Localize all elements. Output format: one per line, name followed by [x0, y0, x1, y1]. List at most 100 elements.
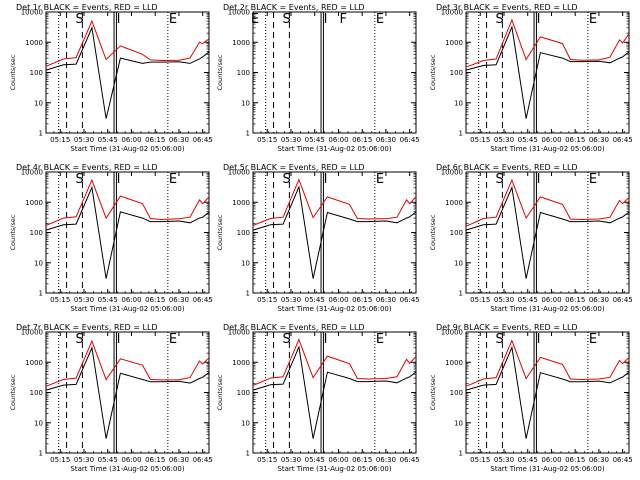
- y-tick-label: 10000: [228, 329, 250, 337]
- y-tick-label: 1000: [25, 39, 43, 47]
- x-tick-label: 05:30: [494, 456, 514, 464]
- y-tick-label: 100: [450, 389, 463, 397]
- y-tick-label: 10000: [21, 9, 43, 17]
- x-tick-label: 06:45: [193, 456, 213, 464]
- interval-flag: S: [495, 172, 503, 187]
- y-tick-label: 10: [454, 259, 463, 267]
- x-axis-label: Start Time (31-Aug-02 05:06:00): [490, 145, 604, 153]
- x-tick-label: 06:15: [352, 296, 372, 304]
- interval-flag: E: [169, 172, 177, 187]
- x-axis-label: Start Time (31-Aug-02 05:06:00): [490, 305, 604, 313]
- detector-panel-9: Det 9r BLACK = Events, RED = LLD Counts/s…: [429, 323, 633, 473]
- interval-flag: E: [376, 172, 384, 187]
- x-tick-label: 05:30: [494, 136, 514, 144]
- y-tick-label: 100: [450, 69, 463, 77]
- y-tick-label: 1000: [232, 359, 250, 367]
- x-tick-label: 05:30: [281, 136, 301, 144]
- y-tick-label: 10: [241, 259, 250, 267]
- interval-flag: S: [282, 172, 290, 187]
- x-tick-label: 06:15: [352, 136, 372, 144]
- y-tick-label: 10000: [21, 169, 43, 177]
- events-series-line: [45, 26, 210, 119]
- y-tick-label: 100: [237, 229, 250, 237]
- x-tick-label: 06:15: [352, 456, 372, 464]
- panel-title: Det 9r BLACK = Events, RED = LLD: [436, 323, 578, 332]
- y-tick-label: 1000: [25, 199, 43, 207]
- x-tick-label: 06:45: [613, 296, 633, 304]
- interval-flag: S: [75, 12, 83, 27]
- y-tick-label: 10: [241, 99, 250, 107]
- events-series-line: [252, 345, 417, 439]
- y-tick-label: 1: [39, 450, 43, 458]
- y-axis-label: Counts/sec: [429, 54, 437, 90]
- y-tick-label: 1000: [445, 199, 463, 207]
- y-axis-label: Counts/sec: [216, 374, 224, 410]
- panel-title: Det 5r BLACK = Events, RED = LLD: [223, 163, 365, 172]
- y-tick-label: 10: [34, 419, 43, 427]
- x-tick-label: 06:00: [541, 136, 561, 144]
- y-tick-label: 10000: [441, 329, 463, 337]
- x-tick-label: 06:15: [565, 296, 585, 304]
- interval-flag: E: [589, 332, 597, 347]
- x-tick-label: 06:30: [589, 296, 609, 304]
- y-tick-label: 10: [241, 419, 250, 427]
- lld-series-line: [252, 178, 417, 226]
- detector-panel-1: Det 1r BLACK = Events, RED = LLD Counts/s…: [9, 3, 213, 153]
- interval-flag: I: [537, 332, 541, 347]
- panel-title: Det 1r BLACK = Events, RED = LLD: [16, 3, 158, 12]
- x-axis-label: Start Time (31-Aug-02 05:06:00): [277, 145, 391, 153]
- y-tick-label: 100: [30, 229, 43, 237]
- panel-title: Det 2r BLACK = Events, RED = LLD: [223, 3, 365, 12]
- y-tick-label: 1: [39, 290, 43, 298]
- y-axis-label: Counts/sec: [429, 214, 437, 250]
- x-tick-label: 05:45: [305, 456, 325, 464]
- x-axis-label: Start Time (31-Aug-02 05:06:00): [490, 465, 604, 473]
- x-tick-label: 05:45: [518, 296, 538, 304]
- lld-series-line: [465, 178, 630, 227]
- panel-title: Det 3r BLACK = Events, RED = LLD: [436, 3, 578, 12]
- x-tick-label: 06:45: [613, 456, 633, 464]
- x-tick-label: 06:45: [613, 136, 633, 144]
- events-series-line: [465, 25, 630, 119]
- y-tick-label: 1000: [445, 359, 463, 367]
- x-axis-label: Start Time (31-Aug-02 05:06:00): [70, 465, 184, 473]
- x-axis-label: Start Time (31-Aug-02 05:06:00): [277, 305, 391, 313]
- x-tick-label: 06:45: [193, 136, 213, 144]
- interval-flag: E: [376, 332, 384, 347]
- y-tick-label: 1: [39, 130, 43, 138]
- panel-title: Det 6r BLACK = Events, RED = LLD: [436, 163, 578, 172]
- y-axis-label: Counts/sec: [9, 374, 17, 410]
- x-tick-label: 06:30: [169, 296, 189, 304]
- y-tick-label: 100: [237, 389, 250, 397]
- y-tick-label: 100: [30, 389, 43, 397]
- x-tick-label: 06:30: [376, 456, 396, 464]
- interval-flag: S: [75, 332, 83, 347]
- interval-flag: I: [324, 172, 328, 187]
- x-tick-label: 05:45: [98, 456, 118, 464]
- y-tick-label: 1: [246, 130, 250, 138]
- panel-title: Det 7r BLACK = Events, RED = LLD: [16, 323, 158, 332]
- detector-panel-6: Det 6r BLACK = Events, RED = LLD Counts/s…: [429, 163, 633, 313]
- x-tick-label: 06:15: [565, 136, 585, 144]
- detector-panel-7: Det 7r BLACK = Events, RED = LLD Counts/s…: [9, 323, 213, 473]
- y-tick-label: 1: [459, 130, 463, 138]
- y-tick-label: 10: [454, 419, 463, 427]
- lld-series-line: [45, 178, 210, 226]
- y-axis-label: Counts/sec: [429, 374, 437, 410]
- x-tick-label: 06:30: [376, 296, 396, 304]
- interval-flag: S: [75, 172, 83, 187]
- x-tick-label: 06:45: [193, 296, 213, 304]
- y-tick-label: 1000: [445, 39, 463, 47]
- x-tick-label: 05:15: [257, 136, 277, 144]
- x-tick-label: 05:30: [74, 136, 94, 144]
- x-tick-label: 06:45: [400, 296, 420, 304]
- x-axis-label: Start Time (31-Aug-02 05:06:00): [277, 465, 391, 473]
- detector-panel-4: Det 4r BLACK = Events, RED = LLD Counts/s…: [9, 163, 213, 313]
- lld-series-line: [252, 338, 417, 386]
- y-tick-label: 1: [459, 290, 463, 298]
- interval-flag: I: [324, 332, 328, 347]
- x-tick-label: 06:00: [541, 456, 561, 464]
- y-axis-label: Counts/sec: [216, 214, 224, 250]
